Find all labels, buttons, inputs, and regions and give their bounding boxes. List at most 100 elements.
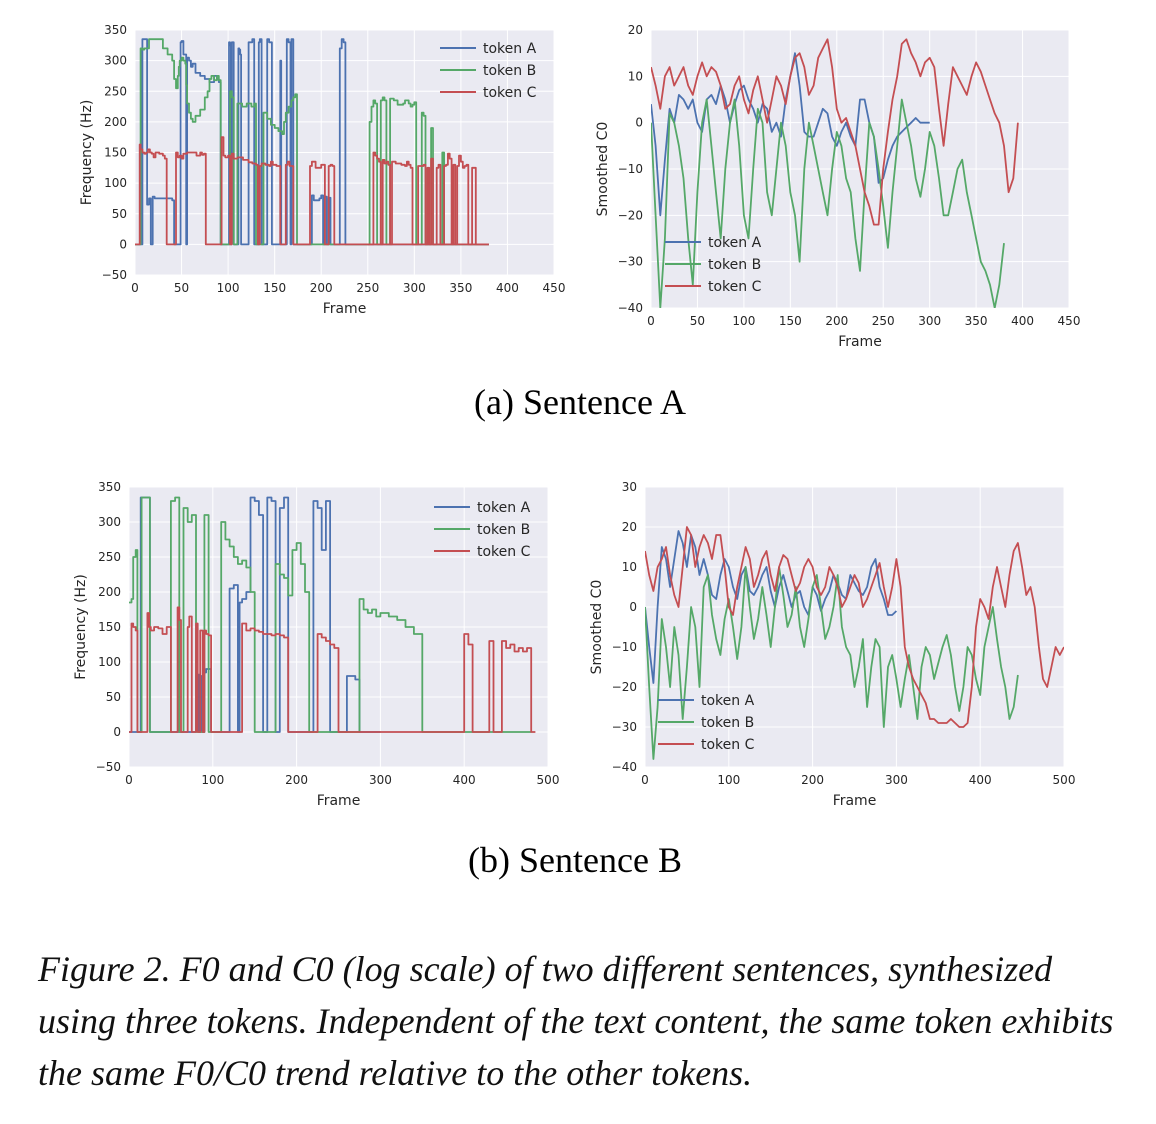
y-tick-label: −30 <box>618 255 643 269</box>
x-tick-label: 300 <box>369 773 392 787</box>
x-tick-label: 300 <box>403 281 426 295</box>
y-tick-label: 100 <box>104 176 127 190</box>
x-tick-label: 150 <box>263 281 286 295</box>
y-tick-label: 350 <box>104 23 127 37</box>
x-tick-label: 0 <box>641 773 649 787</box>
y-tick-label: 350 <box>98 480 121 494</box>
y-tick-label: −30 <box>612 720 637 734</box>
series-line-token-c <box>645 526 1064 728</box>
x-tick-label: 0 <box>647 314 655 328</box>
y-axis-label: Smoothed C0 <box>595 122 611 217</box>
chart-sentence-a-f0: 0 50 100 150 200 250 300 350 400 450 −50 0 50 100 150 2… <box>79 23 565 317</box>
y-tick-label: 50 <box>112 207 127 221</box>
y-tick-label: 30 <box>622 480 637 494</box>
y-tick-label: 200 <box>98 585 121 599</box>
y-tick-label: −20 <box>612 680 637 694</box>
series-line-token-b <box>135 38 489 246</box>
legend-label: token C <box>701 737 755 753</box>
series-line-token-b <box>651 98 1005 308</box>
x-tick-label: 300 <box>918 314 941 328</box>
x-axis-label: Frame <box>833 793 877 809</box>
figure-caption: Figure 2. F0 and C0 (log scale) of two d… <box>38 949 1114 1093</box>
y-tick-label: 0 <box>635 116 643 130</box>
y-tick-label: −10 <box>618 162 643 176</box>
x-axis-label: Frame <box>838 334 882 350</box>
x-tick-label: 350 <box>449 281 472 295</box>
legend-label: token B <box>701 715 754 731</box>
y-tick-label: 300 <box>98 515 121 529</box>
legend-label: token B <box>483 63 536 79</box>
series-line-token-c <box>135 136 489 246</box>
y-tick-label: 0 <box>629 600 637 614</box>
y-tick-label: −40 <box>612 760 637 774</box>
y-tick-label: 200 <box>104 115 127 129</box>
y-tick-label: −40 <box>618 301 643 315</box>
x-tick-label: 250 <box>872 314 895 328</box>
y-tick-label: 10 <box>628 69 643 83</box>
x-tick-label: 0 <box>125 773 133 787</box>
y-tick-label: −20 <box>618 208 643 222</box>
legend-label: token C <box>483 85 537 101</box>
series-line-token-c-cont- <box>367 151 489 246</box>
y-tick-label: 150 <box>104 146 127 160</box>
y-tick-label: 250 <box>98 550 121 564</box>
legend-label: token A <box>708 235 762 251</box>
y-tick-label: 250 <box>104 84 127 98</box>
x-tick-label: 400 <box>496 281 519 295</box>
y-tick-label: −50 <box>102 268 127 282</box>
y-tick-label: 300 <box>104 54 127 68</box>
x-tick-label: 50 <box>690 314 705 328</box>
x-tick-label: 200 <box>310 281 333 295</box>
y-tick-label: 50 <box>106 690 121 704</box>
x-tick-label: 450 <box>1058 314 1081 328</box>
x-tick-label: 500 <box>1053 773 1076 787</box>
x-tick-label: 250 <box>356 281 379 295</box>
y-tick-label: 10 <box>622 560 637 574</box>
y-tick-label: 20 <box>628 23 643 37</box>
x-tick-label: 400 <box>453 773 476 787</box>
x-tick-label: 150 <box>779 314 802 328</box>
y-tick-label: 150 <box>98 620 121 634</box>
x-tick-label: 0 <box>131 281 139 295</box>
x-tick-label: 400 <box>969 773 992 787</box>
figure: 0 50 100 150 200 250 300 350 400 450−500501001502… <box>73 23 1080 880</box>
legend-label: token C <box>708 279 762 295</box>
chart-sentence-b-c0: 0 100 200 300 400 500 −40 −30 −20 −10 0 10 20 30 Frame… <box>589 480 1075 809</box>
series-line-token-c <box>651 38 1019 226</box>
legend-label: token A <box>477 500 531 516</box>
x-tick-label: 350 <box>965 314 988 328</box>
series-line-token-a <box>645 530 898 684</box>
legend-label: token A <box>483 41 537 57</box>
legend-label: token B <box>708 257 761 273</box>
chart-sentence-a-c0: 0 50 100 150 200 250 300 350 400 450 −40 −30 −20 −10 0… <box>595 23 1080 350</box>
subcaption-b: (b) Sentence B <box>468 840 682 880</box>
y-axis-label: Smoothed C0 <box>589 580 605 675</box>
x-tick-label: 300 <box>885 773 908 787</box>
series-line-token-c <box>129 606 536 733</box>
y-tick-label: 100 <box>98 655 121 669</box>
x-tick-label: 100 <box>717 773 740 787</box>
x-tick-label: 50 <box>174 281 189 295</box>
legend-label: token C <box>477 544 531 560</box>
y-tick-label: 0 <box>113 725 121 739</box>
y-tick-label: −50 <box>96 760 121 774</box>
y-tick-label: −10 <box>612 640 637 654</box>
x-tick-label: 450 <box>543 281 566 295</box>
series-line-token-b <box>129 496 532 733</box>
x-tick-label: 200 <box>285 773 308 787</box>
legend-label: token A <box>701 693 755 709</box>
subcaption-a: (a) Sentence A <box>474 382 686 422</box>
x-tick-label: 500 <box>537 773 560 787</box>
x-tick-label: 100 <box>732 314 755 328</box>
legend-label: token B <box>477 522 530 538</box>
x-tick-label: 200 <box>825 314 848 328</box>
y-axis-label: Frequency (Hz) <box>79 100 95 206</box>
series-line-token-b <box>645 566 1019 760</box>
x-axis-label: Frame <box>323 301 367 317</box>
x-tick-label: 400 <box>1011 314 1034 328</box>
x-tick-label: 100 <box>217 281 240 295</box>
x-tick-label: 200 <box>801 773 824 787</box>
x-tick-label: 100 <box>201 773 224 787</box>
y-axis-label: Frequency (Hz) <box>73 574 89 680</box>
series-line-token-a <box>135 38 489 246</box>
